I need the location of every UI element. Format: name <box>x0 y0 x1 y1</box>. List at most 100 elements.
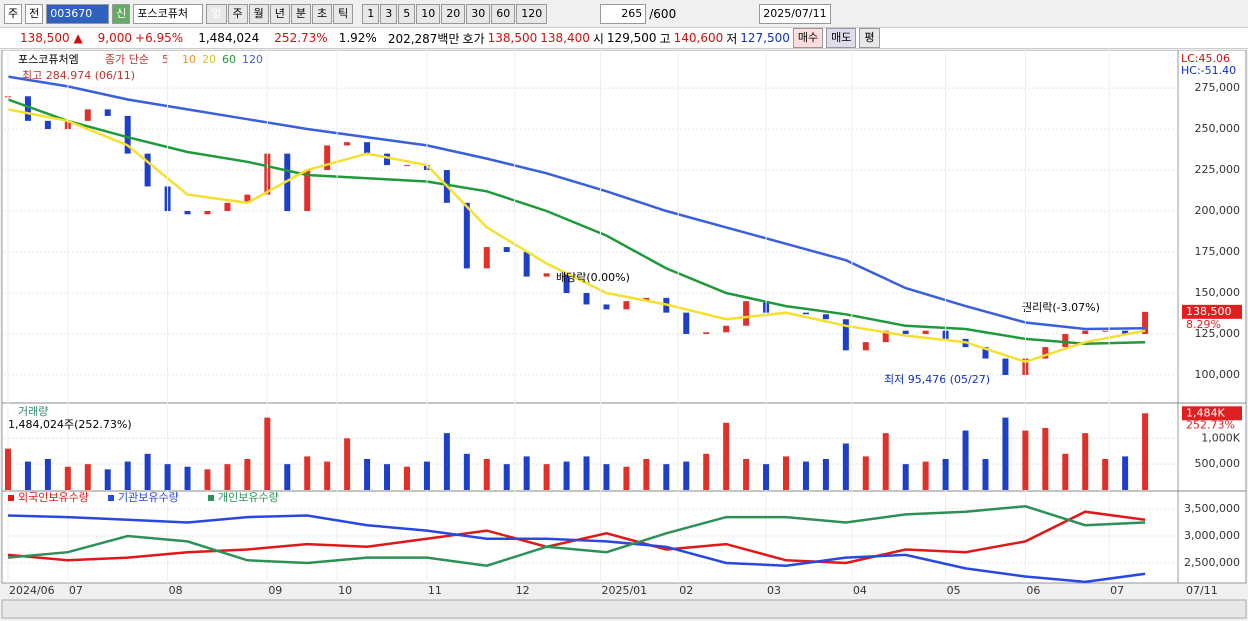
toolbar-button[interactable]: 월 <box>248 4 269 24</box>
candle <box>1082 330 1089 334</box>
candle <box>84 109 91 121</box>
volume-bar <box>723 422 730 490</box>
x-tick-label: 09 <box>268 584 282 597</box>
toolbar-button[interactable]: 1 <box>362 4 380 24</box>
toolbar-button[interactable]: 120 <box>516 4 548 24</box>
prev[interactable]: 전 <box>25 4 44 24</box>
toolbar-button[interactable]: 60 <box>491 4 516 24</box>
holding-line <box>7 514 1146 584</box>
count[interactable]: 265 <box>600 4 647 24</box>
volume-bar <box>822 458 829 490</box>
ma-line <box>7 108 1146 364</box>
toolbar-button[interactable]: 일 <box>206 4 227 24</box>
toolbar-button[interactable]: 틱 <box>333 4 354 24</box>
ma-period: 5 <box>162 53 169 66</box>
sell-button[interactable]: 매도 <box>826 28 857 48</box>
avg-button[interactable]: 평 <box>859 28 880 48</box>
candle <box>703 332 710 334</box>
x-tick-label: 2024/06 <box>9 584 55 597</box>
candle <box>842 319 849 351</box>
toolbar-button[interactable]: 3 <box>380 4 398 24</box>
pane-title: 포스코퓨처엠 <box>18 53 79 66</box>
candle <box>543 273 550 277</box>
volume-bar <box>703 453 710 490</box>
x-tick-label: 02 <box>679 584 693 597</box>
volume-bar <box>623 466 630 490</box>
candle <box>922 330 929 334</box>
high-label: 고 <box>659 31 671 46</box>
volume-bar <box>64 466 71 490</box>
toolbar-button[interactable]: 주 <box>227 4 248 24</box>
volume-bar <box>743 458 750 490</box>
candle <box>463 202 470 269</box>
candle <box>523 252 530 277</box>
volume-bar <box>802 461 809 490</box>
volume-bar <box>84 464 91 490</box>
volume-bar <box>224 464 231 490</box>
candle <box>982 347 989 359</box>
x-tick-label: 2025/01 <box>601 584 647 597</box>
volume-bar <box>443 433 450 490</box>
toolbar-button[interactable]: 초 <box>312 4 333 24</box>
y-tick-label: 2,500,000 <box>1184 556 1240 569</box>
toolbar-button[interactable]: 분 <box>290 4 311 24</box>
scrollbar[interactable] <box>1 599 1247 619</box>
volume-bar <box>763 464 770 490</box>
volume-bar <box>24 461 31 490</box>
volume-bar <box>164 464 171 490</box>
volume-bar <box>842 443 849 490</box>
chart: 275,000 250,000 225,000 200,000 175,000 150,0… <box>1 50 1247 619</box>
volume-bar <box>204 469 211 490</box>
date[interactable]: 2025/07/11 <box>759 4 831 24</box>
candle <box>364 142 371 154</box>
stock-name[interactable]: 포스코퓨처 <box>133 4 204 24</box>
code[interactable]: 003670 <box>46 4 110 24</box>
rights-note: 권리락(-3.07%) <box>1022 301 1100 314</box>
toolbar-button[interactable]: 10 <box>416 4 441 24</box>
buy-button[interactable]: 매수 <box>792 28 824 48</box>
volume-bar <box>4 448 11 490</box>
toolbar-button[interactable]: 20 <box>441 4 466 24</box>
candle <box>1102 330 1109 332</box>
plot-bg <box>1 50 1179 584</box>
toolbar-button[interactable]: 30 <box>466 4 491 24</box>
volume-bar <box>1042 427 1049 490</box>
volume: 1,484,024 <box>198 31 260 45</box>
volume-bar <box>643 458 650 490</box>
end-date: 07/11 <box>1186 584 1218 597</box>
volume-bar <box>1142 413 1149 490</box>
x-tick-label: 03 <box>767 584 781 597</box>
volume-bar <box>1022 430 1029 490</box>
volume-bar <box>902 464 909 490</box>
volume-bar <box>124 461 131 490</box>
candle <box>1062 333 1069 348</box>
volume-bar <box>922 461 929 490</box>
candle <box>304 170 311 212</box>
volume-bar <box>144 453 151 490</box>
legend-swatch <box>108 495 114 501</box>
volume-bar <box>962 430 969 490</box>
volume-bar <box>423 461 430 490</box>
ma-period: 10 <box>182 53 196 66</box>
volume-bar <box>463 453 470 490</box>
ask: 138,500 <box>487 31 538 45</box>
toolbar-button[interactable]: 5 <box>398 4 416 24</box>
candle <box>743 301 750 326</box>
volume-bar <box>523 456 530 490</box>
candle <box>563 273 570 293</box>
volume-bar <box>663 464 670 490</box>
volume-bar <box>942 458 949 490</box>
candle <box>384 153 391 166</box>
ma-line <box>7 98 1146 346</box>
turnover: 1.92% <box>338 31 377 45</box>
low: 127,500 <box>740 31 790 45</box>
candle <box>244 194 251 203</box>
candle <box>24 96 31 121</box>
toolbar-button[interactable]: 년 <box>269 4 290 24</box>
candle <box>583 292 590 305</box>
candle <box>862 342 869 351</box>
period[interactable]: 주 <box>4 4 23 24</box>
volume-bar <box>284 464 291 490</box>
